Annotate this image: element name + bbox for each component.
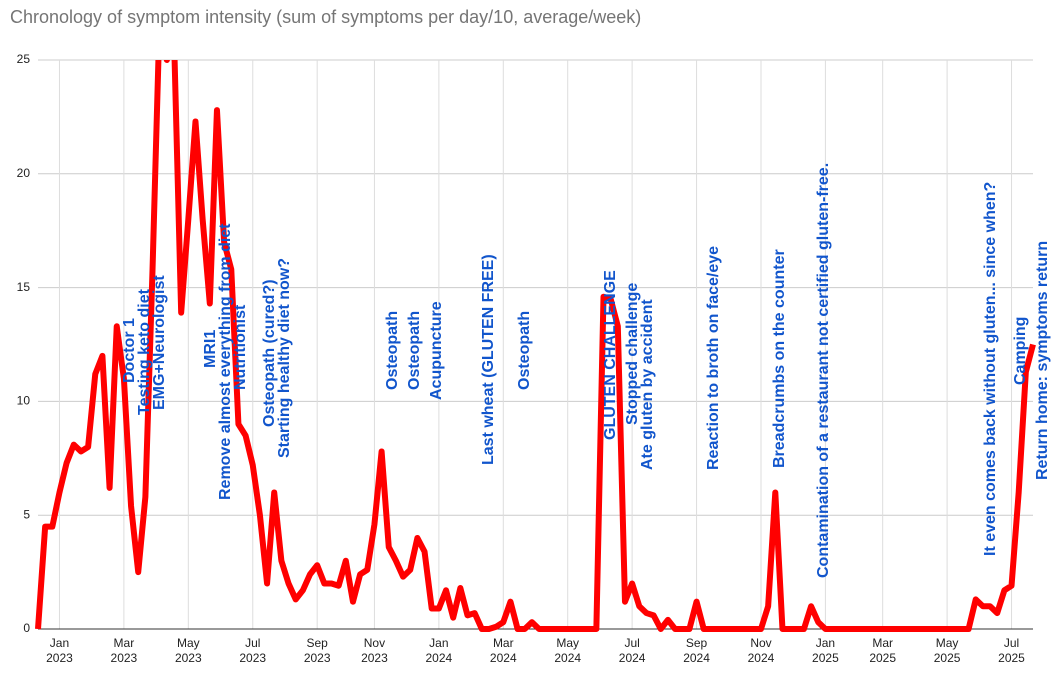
annotation: GLUTEN CHALLENGE [602, 270, 619, 440]
x-tick-label: Mar 2024 [489, 636, 517, 665]
y-tick-label: 15 [17, 280, 31, 294]
annotation: Osteopath (cured?) [261, 279, 278, 427]
annotation: Osteopath [384, 311, 401, 390]
annotation: Last wheat (GLUTEN FREE) [480, 254, 497, 465]
annotation: Nutritionist [232, 304, 249, 390]
annotation: Acupuncture [428, 301, 445, 400]
annotation: Stopped challenge [624, 283, 641, 425]
x-tick-label: Jul 2025 [998, 636, 1025, 665]
annotation: Remove almost everything from diet [217, 223, 234, 500]
y-tick-label: 5 [23, 507, 30, 521]
x-tick-label: Mar 2023 [110, 636, 138, 665]
annotation: EMG+Neurologist [151, 275, 168, 410]
chart-title: Chronology of symptom intensity (sum of … [10, 7, 641, 27]
annotation: Osteopath [406, 311, 423, 390]
y-tick-label: 20 [17, 166, 31, 180]
x-tick-label: Nov 2023 [361, 636, 388, 665]
y-tick-label: 0 [23, 621, 30, 635]
annotation: Osteopath [516, 311, 533, 390]
x-tick-label: May 2025 [933, 636, 961, 665]
data-line [35, 60, 1036, 632]
annotation: Return home: symptoms return [1034, 241, 1051, 480]
annotation: Camping [1012, 317, 1029, 385]
annotation: Breadcrumbs on the counter [771, 249, 788, 468]
annotation: MRI1 [202, 330, 219, 368]
x-tick-label: Jan 2024 [425, 636, 453, 665]
x-tick-label: May 2023 [174, 636, 202, 665]
x-tick-label: Sep 2024 [683, 636, 710, 665]
y-tick-label: 10 [17, 394, 31, 408]
annotation: Testing keto diet [136, 288, 153, 415]
x-tick-label: Jan 2025 [812, 636, 839, 665]
annotation: Reaction to broth on face/eye [705, 246, 722, 470]
annotation: Doctor 1 [121, 318, 138, 383]
x-tick-label: May 2024 [554, 636, 582, 665]
x-tick-label: Mar 2025 [869, 636, 897, 665]
annotation: Starting healthy diet now? [276, 258, 293, 458]
annotation: Ate gluten by accident [639, 299, 656, 470]
annotation: It even comes back without gluten... sin… [982, 182, 999, 556]
annotation: Contamination of a restaurant not certif… [815, 163, 832, 578]
x-tick-label: Nov 2024 [747, 636, 775, 665]
x-tick-label: Jul 2023 [239, 636, 267, 665]
x-tick-label: Jan 2023 [46, 636, 73, 665]
y-tick-label: 25 [17, 52, 31, 66]
x-tick-label: Sep 2023 [303, 636, 331, 665]
x-tick-label: Jul 2024 [618, 636, 646, 665]
